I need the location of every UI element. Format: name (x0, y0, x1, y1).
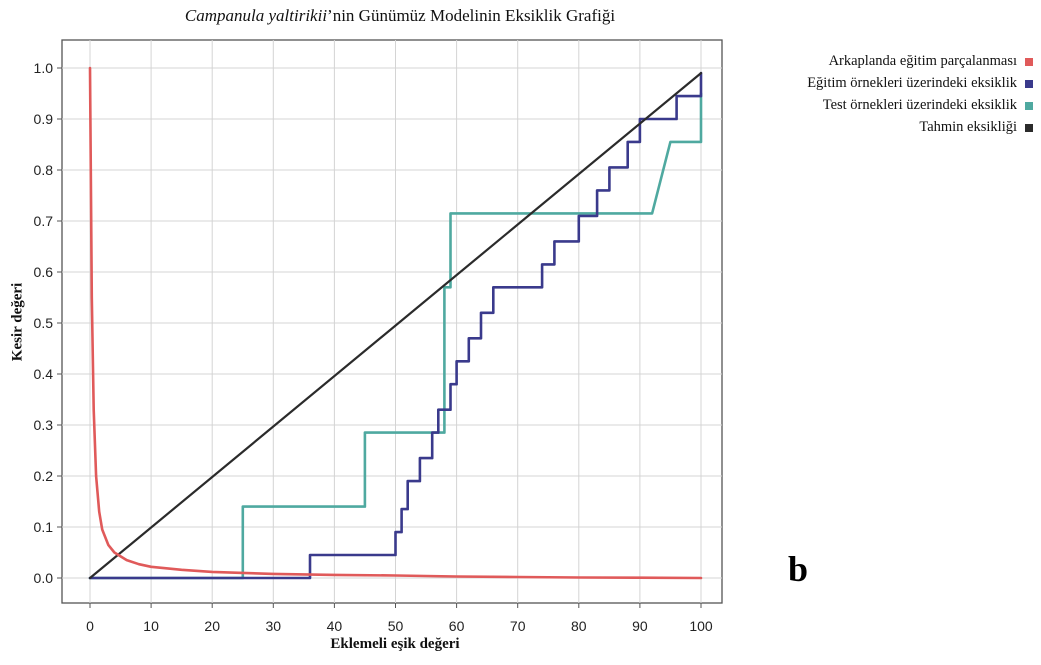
x-tick-label: 30 (266, 618, 282, 634)
legend: Arkaplanda eğitim parçalanması Eğitim ör… (807, 50, 1033, 138)
title-species: Campanula yaltirikii (184, 6, 328, 25)
x-tick-label: 50 (388, 618, 404, 634)
title-rest: ’nin Günümüz Modelinin Eksiklik Grafiği (327, 6, 616, 25)
chart-title: Campanula yaltirikii’nin Günümüz Modelin… (0, 6, 800, 26)
y-tick-label: 0.2 (34, 468, 54, 484)
x-tick-label: 80 (571, 618, 587, 634)
legend-label: Test örnekleri üzerindeki eksiklik (822, 97, 1017, 113)
y-tick-label: 0.1 (34, 519, 54, 535)
x-tick-label: 0 (86, 618, 94, 634)
y-tick-label: 0.4 (34, 366, 54, 382)
x-axis-label: Eklemeli eşik değeri (330, 636, 460, 652)
x-tick-label: 10 (143, 618, 159, 634)
y-tick-label: 0.3 (34, 417, 54, 433)
legend-swatch (1025, 101, 1033, 110)
x-tick-label: 90 (632, 618, 648, 634)
legend-swatch (1025, 79, 1033, 88)
legend-label: Arkaplanda eğitim parçalanması (828, 53, 1017, 69)
x-tick-label: 70 (510, 618, 526, 634)
y-tick-label: 0.0 (34, 570, 54, 586)
x-tick-label: 60 (449, 618, 465, 634)
series-line-3 (88, 72, 703, 580)
y-tick-label: 1.0 (34, 60, 54, 76)
series-line-2 (88, 92, 703, 580)
x-tick-label: 40 (327, 618, 343, 634)
series-line-0 (88, 66, 703, 580)
x-tick-label: 20 (204, 618, 220, 634)
series-line-1 (88, 71, 703, 580)
legend-item-training-omission: Eğitim örnekleri üzerindeki eksiklik (807, 72, 1033, 94)
y-tick-label: 0.5 (34, 315, 54, 331)
panel-label: b (788, 549, 809, 589)
legend-item-predicted-omission: Tahmin eksikliği (807, 116, 1033, 138)
y-tick-label: 0.9 (34, 111, 54, 127)
legend-swatch (1025, 123, 1033, 132)
y-tick-label: 0.6 (34, 264, 54, 280)
legend-swatch (1025, 57, 1033, 66)
legend-label: Tahmin eksikliği (919, 119, 1017, 135)
x-tick-label: 100 (689, 618, 713, 634)
y-axis-label: Kesir değeri (9, 282, 26, 362)
y-tick-label: 0.8 (34, 162, 54, 178)
y-tick-label: 0.7 (34, 213, 54, 229)
legend-item-training-fraction: Arkaplanda eğitim parçalanması (807, 50, 1033, 72)
legend-item-test-omission: Test örnekleri üzerindeki eksiklik (807, 94, 1033, 116)
legend-label: Eğitim örnekleri üzerindeki eksiklik (807, 75, 1017, 91)
